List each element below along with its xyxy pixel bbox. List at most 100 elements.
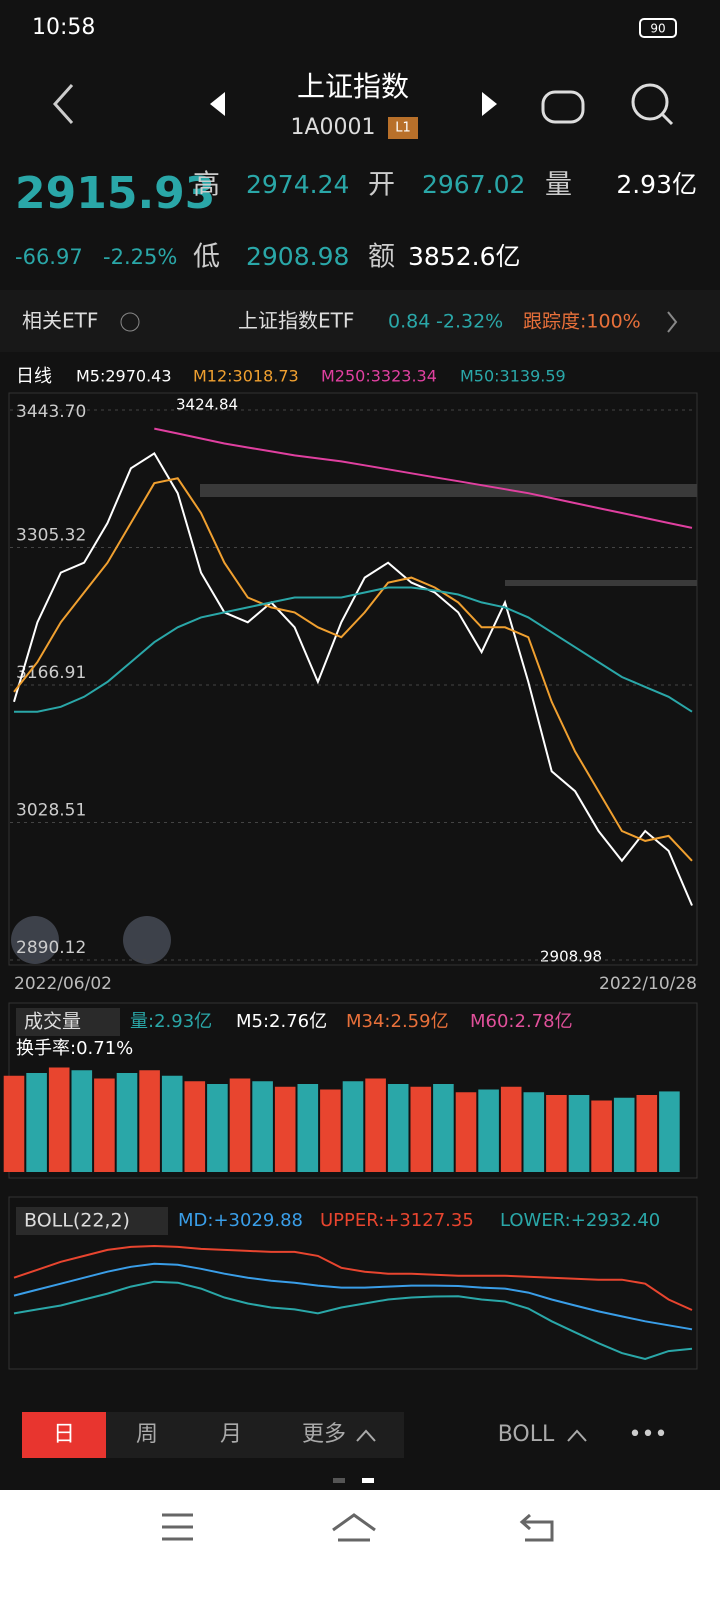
volume-bar — [659, 1091, 680, 1172]
volume-bar — [320, 1089, 341, 1172]
series-line — [13, 477, 693, 862]
volume-bar — [252, 1081, 273, 1172]
volume-bar — [365, 1078, 386, 1172]
page-dot — [333, 1478, 345, 1483]
m5-legend: M5:2970.43 — [76, 367, 172, 386]
volume-bar — [229, 1078, 251, 1172]
volume-bar — [568, 1095, 590, 1172]
etf-tracking: 跟踪度:100% — [523, 311, 641, 333]
volume-m5: M5:2.76亿 — [236, 1011, 327, 1032]
indicator-arrow — [567, 1429, 587, 1442]
header-title: 上证指数 — [297, 70, 409, 103]
fullscreen-button[interactable] — [123, 916, 171, 964]
boll-frame — [8, 1196, 698, 1370]
volume-m34: M34:2.59亿 — [346, 1011, 449, 1032]
volume-bar — [161, 1075, 183, 1172]
etf-price: 0.84 — [388, 311, 430, 333]
volume-bar — [71, 1070, 93, 1172]
volume-bar — [591, 1100, 612, 1172]
tab-bg — [106, 1412, 404, 1458]
etf-arrow[interactable] — [667, 311, 678, 333]
period: 日线 — [16, 366, 52, 387]
y-tick-label: 3443.70 — [16, 402, 86, 422]
high: 2974.24 — [246, 170, 349, 199]
volume-m60: M60:2.78亿 — [470, 1011, 573, 1032]
volume-bar — [410, 1086, 432, 1172]
nav-home[interactable] — [332, 1513, 376, 1542]
volume-label: 量 — [545, 170, 572, 201]
tab[interactable]: 日 — [53, 1422, 75, 1447]
high-note: 3424.84 — [176, 396, 238, 414]
volume-bar — [297, 1084, 319, 1172]
tab[interactable]: 周 — [136, 1422, 158, 1447]
header-code: 1A0001 — [290, 115, 375, 140]
volume-bar — [274, 1086, 296, 1172]
series-line — [13, 1262, 693, 1331]
etf-name[interactable]: 上证指数ETF — [238, 309, 354, 333]
nav-bar — [0, 1490, 720, 1600]
y-tick-label: 3028.51 — [16, 801, 86, 821]
end-date: 2022/10/28 — [599, 974, 697, 994]
robot-icon[interactable] — [541, 90, 585, 124]
boll-title[interactable]: BOLL(22,2) — [24, 1210, 130, 1232]
prev-stock[interactable] — [210, 92, 225, 116]
volume-bar — [207, 1084, 228, 1172]
series-line — [13, 1280, 693, 1361]
chart-frame — [8, 392, 698, 966]
start-date: 2022/06/02 — [14, 974, 112, 994]
volume-bar — [48, 1067, 70, 1172]
tab[interactable]: 月 — [220, 1422, 242, 1447]
change: -66.97 — [15, 245, 83, 269]
tab[interactable]: 更多 — [302, 1422, 346, 1447]
header-badge: L1 — [395, 121, 411, 136]
nav-back[interactable] — [519, 1513, 554, 1542]
m12-legend: M12:3018.73 — [193, 367, 299, 386]
badge-bg — [388, 117, 418, 139]
resistance-band — [505, 580, 697, 586]
background — [0, 0, 720, 1490]
low-note: 2908.98 — [540, 948, 602, 966]
volume-bar — [26, 1073, 47, 1172]
nav-menu[interactable] — [162, 1513, 193, 1541]
search-icon[interactable] — [631, 83, 669, 121]
low: 2908.98 — [246, 242, 349, 271]
more-menu[interactable]: ••• — [629, 1422, 668, 1447]
y-tick-label: 2890.12 — [16, 938, 86, 958]
etf-row-bg — [0, 290, 720, 352]
series-line — [154, 427, 693, 529]
resistance-band — [200, 484, 697, 497]
volume-bar — [523, 1092, 545, 1172]
status-time: 10:58 — [32, 15, 95, 40]
info-icon[interactable] — [120, 312, 140, 332]
battery — [639, 18, 677, 38]
open: 2967.02 — [422, 170, 525, 199]
volume-bar — [184, 1081, 206, 1172]
low-label: 低 — [193, 242, 220, 273]
boll-lower: LOWER:+2932.40 — [500, 1210, 660, 1231]
price: 2915.93 — [15, 168, 215, 219]
high-label: 高 — [193, 170, 220, 201]
next-stock[interactable] — [482, 92, 497, 116]
etf-label: 相关ETF — [22, 309, 98, 333]
y-tick-label: 3305.32 — [16, 525, 86, 545]
series-line — [13, 1244, 693, 1311]
turnover: 换手率:0.71% — [16, 1038, 133, 1059]
tab-active-bg — [22, 1412, 106, 1458]
volume-title[interactable]: 成交量 — [24, 1011, 81, 1033]
volume-bar — [94, 1078, 115, 1172]
back-button[interactable] — [52, 83, 74, 125]
volume-bar — [455, 1092, 477, 1172]
volume-bar — [3, 1075, 25, 1172]
volume-bar — [139, 1070, 160, 1172]
boll-title-bg — [16, 1207, 168, 1235]
amount: 3852.6亿 — [408, 242, 520, 271]
volume-bar — [636, 1095, 658, 1172]
volume-bar — [500, 1086, 522, 1172]
boll-md: MD:+3029.88 — [178, 1210, 303, 1231]
indicator-tab[interactable]: BOLL — [498, 1422, 555, 1447]
etf-change: -2.32% — [436, 311, 503, 333]
draw-button[interactable] — [11, 916, 59, 964]
m50-legend: M50:3139.59 — [460, 367, 566, 386]
open-label: 开 — [368, 170, 395, 201]
